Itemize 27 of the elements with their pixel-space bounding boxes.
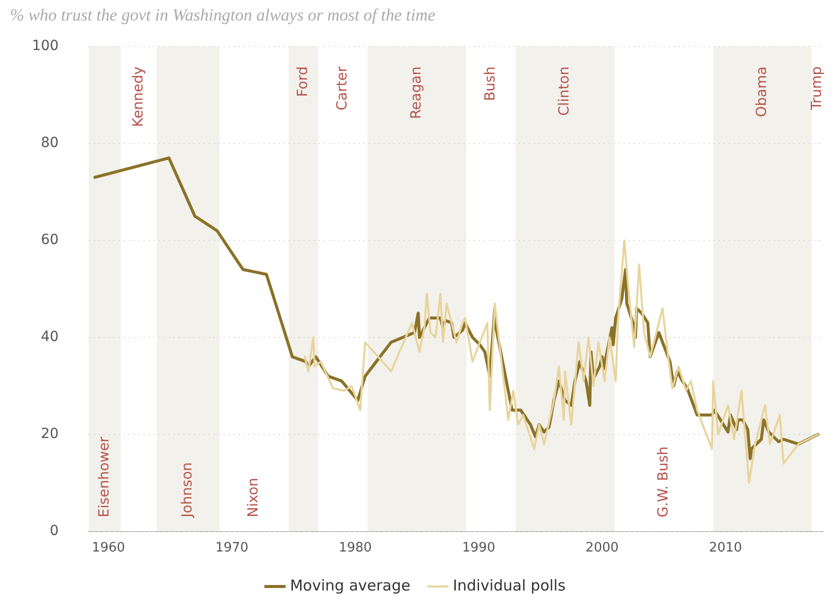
x-tick-label: 1960 — [92, 540, 126, 556]
y-tick-label: 0 — [50, 523, 59, 540]
y-tick-label: 60 — [40, 232, 59, 248]
x-tick-label: 1970 — [215, 540, 248, 556]
band-label: Kennedy — [130, 66, 146, 128]
band-label: G.W. Bush — [655, 446, 672, 518]
band-label: Nixon — [246, 478, 262, 518]
x-tick-label: 2000 — [586, 540, 619, 556]
band-label: Reagan — [408, 66, 425, 120]
band-label: Obama — [754, 66, 770, 118]
band-label: Carter — [334, 66, 351, 110]
y-tick-label: 80 — [40, 135, 59, 152]
legend-label: Moving average — [290, 576, 410, 594]
x-tick-label: 1980 — [338, 540, 372, 556]
band-label: Trump — [809, 66, 826, 112]
y-tick-label: 20 — [40, 426, 59, 442]
band-label: Bush — [482, 66, 499, 102]
band-label: Clinton — [556, 66, 573, 116]
band-label: Johnson — [180, 462, 196, 518]
x-tick-label: 1990 — [462, 540, 496, 556]
band-label: Ford — [295, 66, 312, 97]
band-label: Eisenhower — [96, 436, 112, 518]
legend-label: Individual polls — [452, 576, 566, 594]
y-tick-label: 100 — [32, 38, 59, 54]
x-tick-label: 2010 — [708, 540, 742, 556]
y-tick-label: 40 — [40, 329, 59, 346]
chart-title: % who trust the govt in Washington always or most of the time — [10, 6, 436, 25]
